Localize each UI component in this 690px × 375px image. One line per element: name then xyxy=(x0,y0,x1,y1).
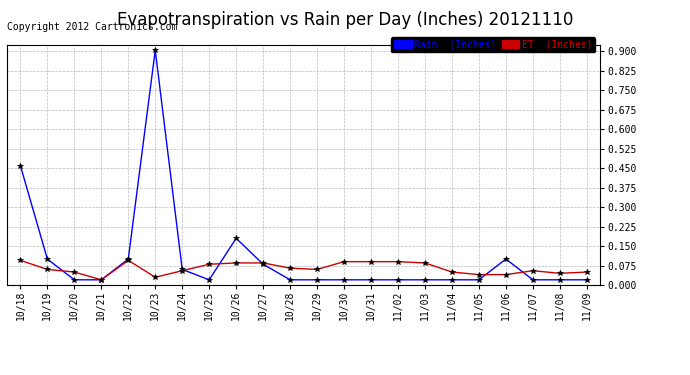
Text: Evapotranspiration vs Rain per Day (Inches) 20121110: Evapotranspiration vs Rain per Day (Inch… xyxy=(117,11,573,29)
Legend: Rain  (Inches), ET  (Inches): Rain (Inches), ET (Inches) xyxy=(391,37,595,52)
Text: Copyright 2012 Cartronics.com: Copyright 2012 Cartronics.com xyxy=(7,22,177,32)
